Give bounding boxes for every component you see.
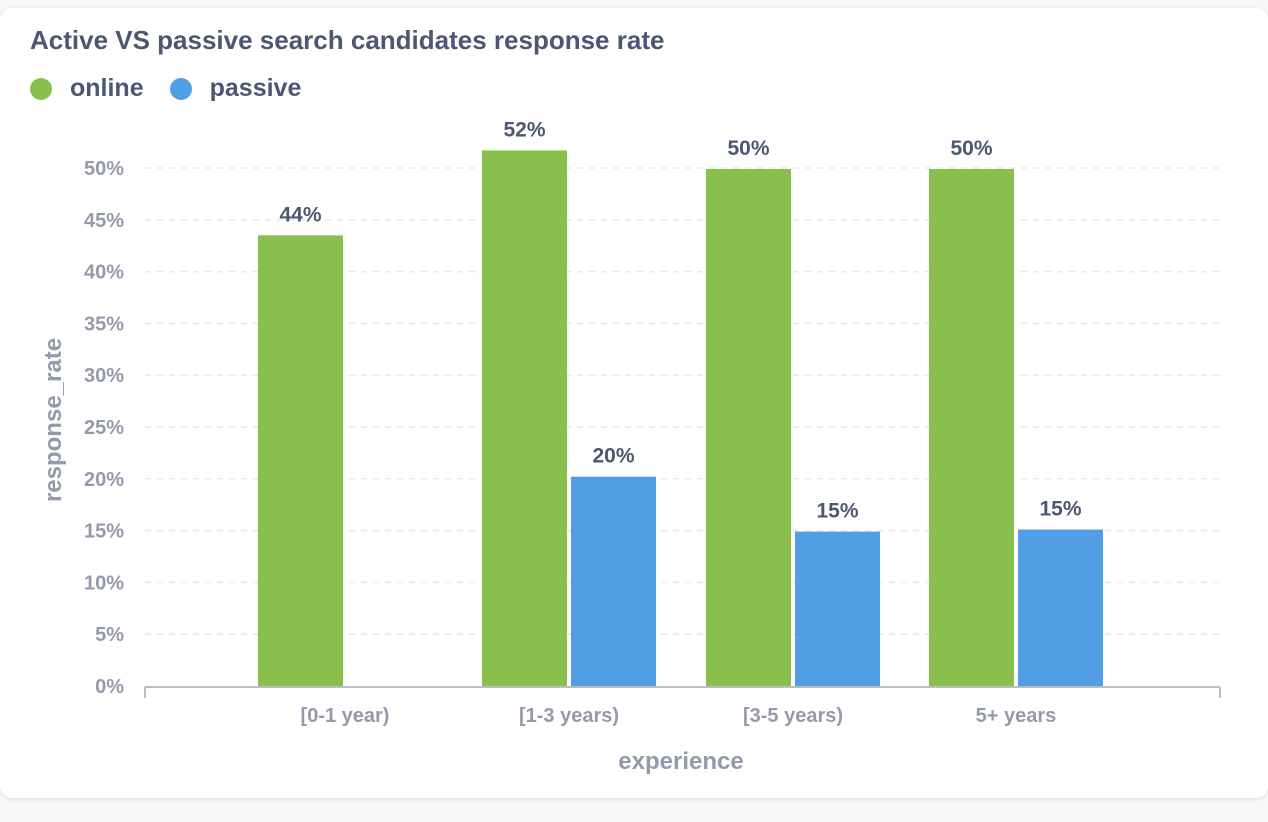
bar-online-2[interactable] [706,169,791,686]
x-axis: [0-1 year) [1-3 years) [3-5 years) 5+ years [144,686,1221,727]
x-tick-label: 5+ years [976,705,1057,727]
legend-item-online[interactable]: online [30,74,144,103]
y-axis-title: response_rate [40,338,67,502]
x-tick-label: [3-5 years) [743,705,843,727]
legend-label-online: online [70,74,144,102]
bar-online-1[interactable] [482,150,567,686]
legend-dot-passive [169,77,192,100]
chart-legend: online passive [30,74,327,103]
data-label: 44% [279,203,321,226]
y-tick-label: 45% [84,210,124,232]
bar-online-0[interactable] [258,235,343,686]
y-tick-label: 5% [95,624,124,646]
data-label: 20% [592,445,634,468]
y-tick-label: 50% [84,158,124,180]
data-label: 50% [950,137,992,160]
y-axis: 0% 5% 10% 15% 20% 25% 30% 35% 40% 45% 50% [84,158,124,698]
y-tick-label: 25% [84,417,124,439]
y-tick-label: 40% [84,262,124,284]
legend-dot-online [30,77,52,100]
y-tick-label: 20% [84,469,124,491]
y-tick-label: 35% [84,313,124,335]
y-tick-label: 0% [95,676,124,698]
y-tick-label: 30% [84,365,124,387]
bars [258,150,1103,686]
chart-title: Active VS passive search candidates resp… [30,25,665,55]
data-label: 15% [816,500,858,523]
legend-item-passive[interactable]: passive [169,74,302,103]
x-axis-title: experience [618,748,743,775]
data-labels: 44% 52% 20% 50% 15% 50% 15% [279,118,1081,522]
data-label: 50% [727,137,769,160]
legend-label-passive: passive [209,74,302,102]
bar-online-3[interactable] [929,169,1014,686]
data-label: 52% [503,118,545,141]
bar-passive-1[interactable] [571,476,656,686]
x-tick-label: [1-3 years) [519,705,619,727]
data-label: 15% [1039,498,1081,521]
bar-passive-3[interactable] [1018,529,1103,686]
bar-passive-2[interactable] [795,531,880,686]
x-tick-label: [0-1 year) [301,705,390,727]
y-tick-label: 10% [84,572,124,594]
y-tick-label: 15% [84,521,124,543]
